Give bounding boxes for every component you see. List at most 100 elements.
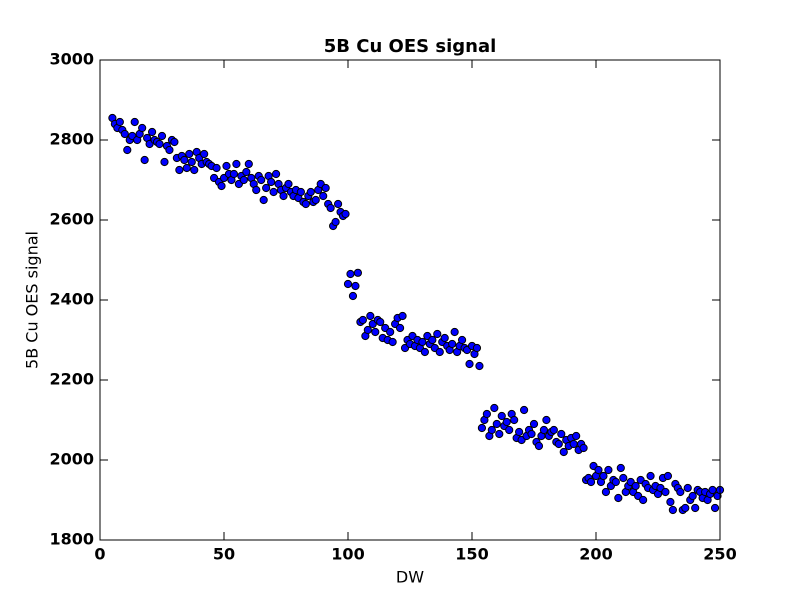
scatter-point xyxy=(160,157,169,167)
scatter-point xyxy=(252,185,261,195)
scatter-point xyxy=(457,335,467,345)
scatter-point xyxy=(519,405,529,415)
scatter-point xyxy=(175,165,184,175)
scatter-point xyxy=(510,415,519,425)
scatter-point xyxy=(631,481,640,491)
scatter-point xyxy=(157,131,167,141)
scatter-point xyxy=(395,323,405,333)
scatter-point xyxy=(579,443,588,453)
scatter-point xyxy=(611,477,620,487)
scatter-point xyxy=(232,159,241,169)
scatter-point xyxy=(259,195,268,205)
scatter-point xyxy=(594,465,603,475)
scatter-point xyxy=(366,311,375,321)
y-axis-label: 5B Cu OES signal xyxy=(23,231,42,369)
y-tick-label: 2600 xyxy=(49,210,94,229)
y-tick-label: 1800 xyxy=(49,530,94,549)
scatter-point xyxy=(239,175,248,185)
scatter-point xyxy=(497,411,506,421)
x-tick-label: 250 xyxy=(703,545,736,564)
scatter-point xyxy=(200,149,209,159)
scatter-point xyxy=(688,491,697,501)
scatter-point xyxy=(170,137,179,147)
scatter-point xyxy=(331,217,340,227)
scatter-point xyxy=(363,325,372,335)
scatter-point xyxy=(212,163,221,173)
scatter-point xyxy=(604,465,613,475)
scatter-point xyxy=(311,195,320,205)
scatter-point xyxy=(279,191,288,201)
scatter-point xyxy=(190,165,199,175)
scatter-point xyxy=(448,339,457,349)
scatter-point xyxy=(269,187,278,197)
scatter-point xyxy=(435,347,444,357)
scatter-point xyxy=(123,145,132,155)
scatter-point xyxy=(386,327,395,337)
scatter-point xyxy=(296,187,305,197)
scatter-point xyxy=(549,425,558,435)
scatter-point xyxy=(527,429,536,439)
scatter-point xyxy=(428,335,437,345)
scatter-point xyxy=(376,317,385,327)
scatter-point xyxy=(534,441,544,451)
scatter-point xyxy=(440,333,449,343)
scatter-point xyxy=(668,505,677,515)
x-axis-label: DW xyxy=(396,568,424,587)
scatter-point xyxy=(599,471,608,481)
scatter-point xyxy=(619,473,628,483)
y-tick-label: 2400 xyxy=(49,290,94,309)
scatter-point xyxy=(182,163,191,173)
x-tick-label: 50 xyxy=(213,545,235,564)
scatter-point xyxy=(472,343,482,353)
chart-title: 5B Cu OES signal xyxy=(324,36,497,57)
scatter-point xyxy=(482,409,491,419)
scatter-point xyxy=(505,425,514,435)
scatter-point xyxy=(257,175,266,185)
scatter-point xyxy=(495,429,504,439)
scatter-point xyxy=(554,439,563,449)
scatter-point xyxy=(333,199,343,209)
scatter-point xyxy=(326,203,335,213)
scatter-point xyxy=(450,327,459,337)
scatter-point xyxy=(271,169,281,179)
x-tick-label: 150 xyxy=(455,545,488,564)
scatter-point xyxy=(529,419,539,429)
scatter-point xyxy=(465,359,474,369)
scatter-point xyxy=(229,169,239,179)
scatter-point xyxy=(138,123,147,133)
scatter-point xyxy=(165,145,174,155)
scatter-point xyxy=(601,487,611,497)
y-tick-label: 2000 xyxy=(49,450,94,469)
scatter-point xyxy=(691,503,700,513)
scatter-point xyxy=(542,415,551,425)
scatter-point xyxy=(557,429,566,439)
scatter-point xyxy=(614,493,623,503)
scatter-point xyxy=(343,279,353,289)
scatter-point xyxy=(306,187,315,197)
scatter-point xyxy=(147,127,157,137)
scatter-point xyxy=(475,361,484,371)
x-tick-label: 100 xyxy=(331,545,364,564)
scatter-point xyxy=(433,329,442,339)
scatter-point xyxy=(321,183,330,193)
scatter-point xyxy=(683,483,692,493)
scatter-point xyxy=(663,471,673,481)
scatter-point xyxy=(572,431,581,441)
scatter-point xyxy=(217,181,226,191)
scatter-point xyxy=(242,167,251,177)
scatter-point xyxy=(353,268,363,277)
scatter-point xyxy=(661,487,670,497)
scatter-point xyxy=(348,291,358,301)
scatter-point xyxy=(351,281,360,291)
scatter-point xyxy=(676,487,685,497)
x-tick-label: 0 xyxy=(94,545,105,564)
x-tick-label: 200 xyxy=(579,545,612,564)
scatter-point xyxy=(346,269,355,279)
scatter-point xyxy=(319,191,328,201)
scatter-point xyxy=(371,327,380,337)
scatter-point xyxy=(502,417,511,427)
scatter-point xyxy=(681,503,690,513)
scatter-point xyxy=(490,403,499,413)
